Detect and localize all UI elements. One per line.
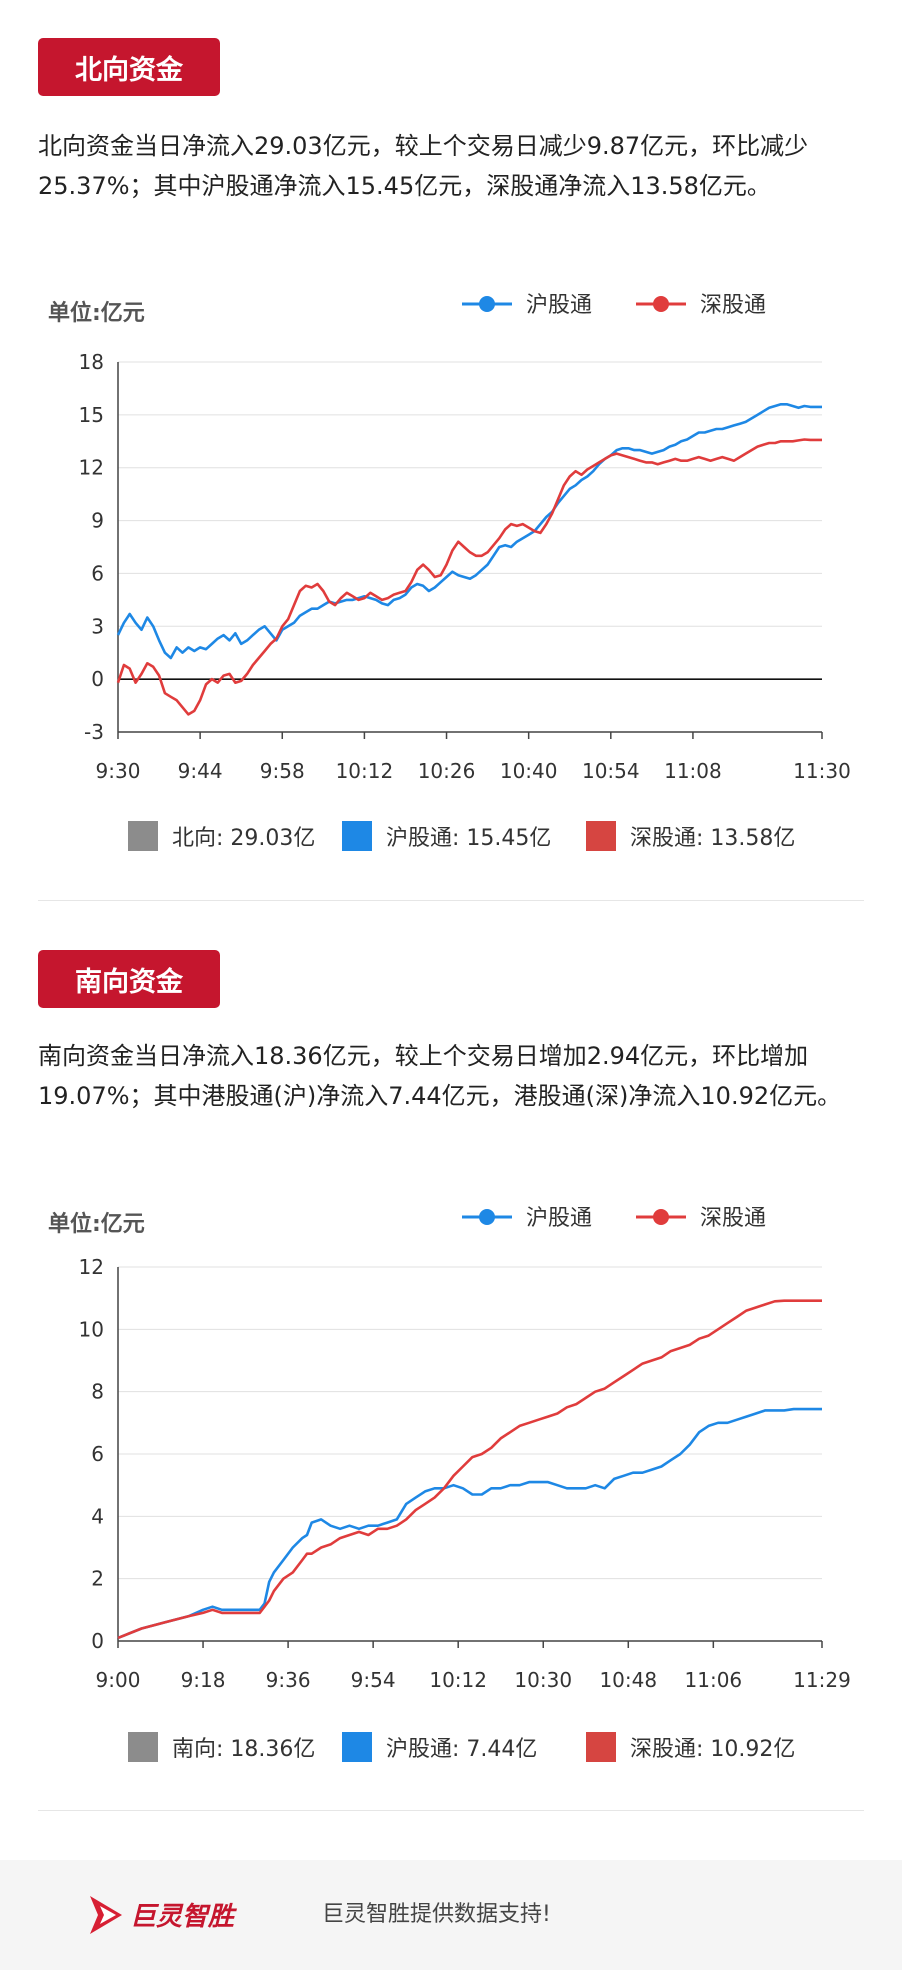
legend-item-sz[interactable]: 深股通 — [636, 293, 766, 318]
series-line-sh — [116, 403, 822, 660]
north-chart: 单位:亿元 沪股通 深股通 -3 0 3 6 9 12 15 18 9:30 9:44 9:58 10:12… — [48, 293, 851, 783]
summary-swatch — [586, 821, 616, 851]
x-tick-label: 11:08 — [664, 759, 722, 783]
summary-item: 北向: 29.03亿 — [128, 816, 315, 856]
summary-label: 南向: 18.36亿 — [172, 1737, 316, 1762]
x-tick-label: 10:40 — [500, 759, 558, 783]
x-tick-label: 11:30 — [793, 759, 851, 783]
summary-swatch — [128, 1732, 158, 1762]
y-tick-label: 4 — [91, 1504, 104, 1528]
y-tick-label: 12 — [79, 1255, 104, 1279]
y-tick-label: 6 — [91, 1442, 104, 1466]
y-tick-label: 8 — [91, 1380, 104, 1404]
y-tick-label: 12 — [79, 456, 104, 480]
x-tick-label: 10:54 — [582, 759, 640, 783]
legend-item-sh[interactable]: 沪股通 — [462, 1206, 592, 1231]
section-divider — [38, 900, 864, 901]
legend-label: 沪股通 — [526, 1206, 592, 1231]
x-tick-label: 9:30 — [96, 759, 141, 783]
legend-marker — [479, 296, 495, 312]
x-tick-label: 9:36 — [266, 1668, 311, 1692]
summary-swatch — [342, 821, 372, 851]
summary-swatch — [128, 821, 158, 851]
summary-label: 北向: 29.03亿 — [172, 826, 316, 851]
footer: 巨灵智胜 巨灵智胜提供数据支持! — [0, 1860, 902, 1970]
legend-label: 深股通 — [700, 1206, 766, 1231]
y-tick-label: 0 — [91, 1629, 104, 1653]
x-tick-label: 10:26 — [418, 759, 476, 783]
x-tick-label: 10:12 — [429, 1668, 487, 1692]
series-line-sz — [117, 1299, 822, 1640]
x-tick-label: 9:58 — [260, 759, 305, 783]
summary-item: 深股通: 13.58亿 — [586, 816, 795, 856]
x-tick-label: 10:30 — [514, 1668, 572, 1692]
x-tick-label: 9:44 — [178, 759, 223, 783]
summary-item: 深股通: 10.92亿 — [586, 1727, 795, 1767]
unit-label: 单位:亿元 — [48, 300, 145, 326]
x-tick-label: 11:06 — [685, 1668, 743, 1692]
x-tick-label: 10:48 — [599, 1668, 657, 1692]
legend-label: 深股通 — [700, 293, 766, 318]
summary-label: 沪股通: 7.44亿 — [386, 1737, 538, 1762]
y-tick-label: -3 — [84, 720, 104, 744]
summary-swatch — [586, 1732, 616, 1762]
south-chart: 单位:亿元 沪股通 深股通 0 2 4 6 8 10 12 9:00 9:18 9:36 9:54 10:1… — [48, 1206, 851, 1692]
x-tick-label: 11:29 — [793, 1668, 851, 1692]
summary-label: 深股通: 13.58亿 — [630, 826, 796, 851]
y-tick-label: 0 — [91, 667, 104, 691]
x-tick-label: 10:12 — [336, 759, 394, 783]
south-summary: 南向: 18.36亿 沪股通: 7.44亿 深股通: 10.92亿 — [0, 1727, 902, 1767]
x-tick-label: 9:00 — [96, 1668, 141, 1692]
summary-item: 沪股通: 15.45亿 — [342, 816, 551, 856]
x-tick-label: 9:54 — [351, 1668, 396, 1692]
jl-logo-icon: 巨灵智胜 — [90, 1896, 237, 1934]
summary-swatch — [342, 1732, 372, 1762]
north-badge: 北向资金 — [38, 38, 220, 96]
svg-text:巨灵智胜: 巨灵智胜 — [130, 1902, 237, 1932]
legend-item-sh[interactable]: 沪股通 — [462, 293, 592, 318]
unit-label: 单位:亿元 — [48, 1211, 145, 1237]
legend-item-sz[interactable]: 深股通 — [636, 1206, 766, 1231]
y-tick-label: 15 — [79, 403, 104, 427]
summary-item: 沪股通: 7.44亿 — [342, 1727, 537, 1767]
north-description: 北向资金当日净流入29.03亿元，较上个交易日减少9.87亿元，环比减少25.3… — [38, 132, 809, 200]
y-tick-label: 10 — [79, 1317, 104, 1341]
series-line-sz — [116, 438, 822, 716]
legend-marker — [653, 296, 669, 312]
y-tick-label: 2 — [91, 1567, 104, 1591]
legend-marker — [479, 1209, 495, 1225]
y-tick-label: 3 — [91, 614, 104, 638]
legend-marker — [653, 1209, 669, 1225]
y-tick-label: 18 — [79, 350, 104, 374]
north-summary: 北向: 29.03亿 沪股通: 15.45亿 深股通: 13.58亿 — [0, 816, 902, 856]
south-description: 南向资金当日净流入18.36亿元，较上个交易日增加2.94亿元，环比增加19.0… — [38, 1042, 842, 1110]
summary-item: 南向: 18.36亿 — [128, 1727, 315, 1767]
series-line-sh — [117, 1407, 822, 1640]
footer-text: 巨灵智胜提供数据支持! — [322, 1902, 551, 1927]
y-tick-label: 6 — [91, 561, 104, 585]
legend-label: 沪股通 — [526, 293, 592, 318]
summary-label: 深股通: 10.92亿 — [630, 1737, 796, 1762]
south-badge: 南向资金 — [38, 950, 220, 1008]
section-divider-bottom — [38, 1810, 864, 1811]
summary-label: 沪股通: 15.45亿 — [386, 826, 552, 851]
y-tick-label: 9 — [91, 509, 104, 533]
x-tick-label: 9:18 — [181, 1668, 226, 1692]
